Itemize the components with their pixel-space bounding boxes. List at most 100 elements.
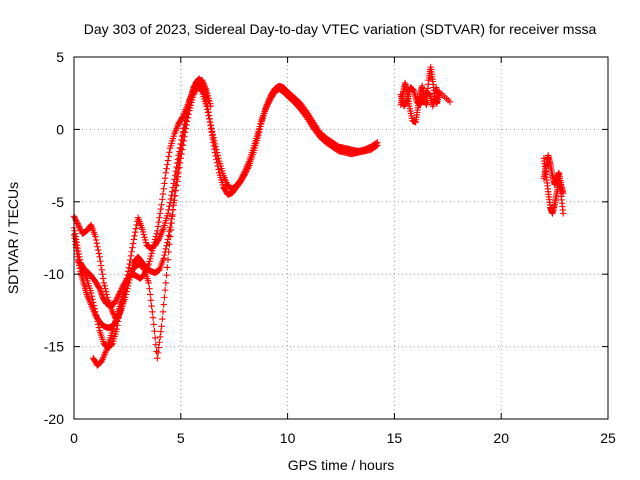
data-point bbox=[159, 315, 166, 323]
data-point bbox=[179, 132, 186, 140]
data-point bbox=[263, 104, 270, 111]
data-point bbox=[77, 263, 85, 271]
data-point bbox=[131, 232, 138, 240]
y-tick-labels: -20 -15 -10 -5 0 5 bbox=[44, 49, 64, 427]
data-point bbox=[182, 114, 189, 121]
data-point bbox=[81, 271, 88, 278]
data-point bbox=[164, 157, 172, 164]
data-point bbox=[151, 334, 159, 342]
x-tick-label: 15 bbox=[387, 430, 403, 446]
data-point bbox=[146, 291, 154, 298]
x-axis-title: GPS time / hours bbox=[288, 457, 395, 473]
data-points bbox=[70, 63, 567, 369]
data-point bbox=[118, 302, 125, 310]
data-point bbox=[208, 124, 215, 132]
data-point bbox=[161, 251, 168, 259]
data-point bbox=[111, 299, 118, 307]
data-point bbox=[101, 282, 108, 289]
data-point bbox=[100, 279, 108, 287]
data-point bbox=[207, 103, 214, 110]
data-point bbox=[156, 333, 164, 341]
data-point bbox=[120, 294, 128, 301]
y-tick-label: -5 bbox=[52, 194, 65, 210]
y-tick-label: -10 bbox=[44, 266, 64, 282]
data-point bbox=[161, 286, 169, 294]
data-point bbox=[171, 192, 178, 200]
data-point bbox=[204, 109, 212, 116]
data-point bbox=[206, 115, 213, 122]
x-tick-label: 10 bbox=[280, 430, 296, 446]
data-point bbox=[80, 268, 87, 275]
data-point bbox=[165, 153, 172, 160]
data-point bbox=[181, 121, 188, 128]
data-point bbox=[154, 349, 162, 357]
data-point bbox=[208, 128, 216, 135]
data-point bbox=[214, 152, 222, 159]
data-point bbox=[265, 100, 272, 107]
data-point bbox=[77, 226, 84, 233]
data-point bbox=[95, 321, 102, 328]
data-point bbox=[176, 144, 184, 151]
data-point bbox=[121, 291, 128, 298]
data-point bbox=[72, 215, 79, 223]
data-point bbox=[119, 299, 126, 307]
data-point bbox=[79, 266, 86, 274]
data-point bbox=[164, 161, 171, 168]
data-point bbox=[166, 228, 173, 235]
data-point bbox=[129, 240, 137, 247]
data-point bbox=[174, 156, 182, 163]
data-point bbox=[148, 302, 155, 310]
data-point bbox=[265, 98, 273, 106]
data-point bbox=[175, 152, 182, 159]
data-point bbox=[160, 185, 167, 192]
data-point bbox=[127, 256, 134, 264]
data-point bbox=[238, 175, 245, 182]
data-point bbox=[140, 265, 147, 273]
data-point bbox=[132, 225, 140, 232]
x-tick-label: 25 bbox=[600, 430, 616, 446]
data-point bbox=[124, 268, 132, 275]
data-point bbox=[94, 243, 101, 250]
y-tick-label: 5 bbox=[56, 49, 64, 65]
data-point bbox=[184, 108, 191, 115]
data-point bbox=[164, 264, 171, 271]
data-point bbox=[215, 155, 222, 162]
data-point bbox=[159, 190, 167, 198]
data-point bbox=[119, 297, 127, 304]
data-point bbox=[212, 143, 219, 150]
data-point bbox=[169, 184, 177, 191]
data-point bbox=[97, 257, 104, 265]
data-point bbox=[90, 302, 98, 309]
data-point bbox=[169, 188, 176, 195]
data-point bbox=[210, 134, 217, 141]
data-point bbox=[112, 297, 120, 304]
x-tick-label: 0 bbox=[70, 430, 78, 446]
data-point bbox=[107, 341, 115, 349]
grid-lines bbox=[74, 57, 608, 419]
data-point bbox=[161, 180, 168, 187]
data-point bbox=[122, 282, 129, 289]
data-point bbox=[373, 142, 380, 150]
data-point bbox=[132, 229, 139, 236]
data-point bbox=[125, 264, 133, 271]
data-point bbox=[179, 129, 187, 136]
data-point bbox=[92, 236, 100, 244]
data-point bbox=[82, 273, 90, 281]
data-point bbox=[92, 233, 99, 240]
data-point bbox=[91, 305, 98, 312]
data-point bbox=[237, 176, 244, 184]
data-point bbox=[559, 210, 567, 217]
data-point bbox=[165, 248, 172, 256]
data-point bbox=[102, 285, 109, 292]
data-point bbox=[78, 265, 86, 272]
data-point bbox=[98, 266, 105, 274]
data-point bbox=[77, 262, 84, 269]
data-point bbox=[205, 112, 212, 119]
data-point bbox=[165, 206, 172, 213]
data-point bbox=[128, 248, 135, 255]
data-point bbox=[75, 257, 82, 265]
data-point bbox=[112, 298, 119, 305]
data-point bbox=[209, 131, 217, 138]
data-point bbox=[123, 275, 130, 282]
